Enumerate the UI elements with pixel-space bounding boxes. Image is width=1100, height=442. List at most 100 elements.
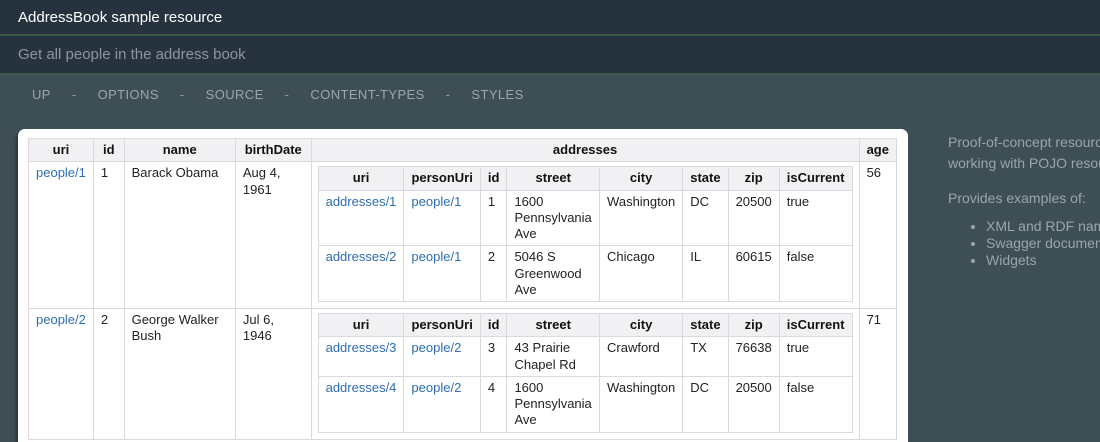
address-uri-link[interactable]: addresses/1	[325, 193, 397, 209]
nav-separator: -	[71, 87, 77, 102]
description-line: working with POJO resources	[948, 155, 1100, 171]
address-zip-cell: 76638	[727, 336, 780, 377]
people-header-row: uri id name birthDate addresses age	[28, 137, 898, 163]
col-header-id: id	[92, 137, 125, 163]
person-row: people/1 1 Barack Obama Aug 4, 1961	[28, 161, 898, 309]
person-addresses-cell: uri personUri id street city state zip i…	[310, 161, 860, 309]
addr-col-header-street: street	[506, 166, 601, 191]
person-age-cell: 71	[858, 308, 898, 440]
address-state-cell: TX	[682, 336, 729, 377]
addr-col-header-city: city	[599, 166, 684, 191]
resource-description: Proof-of-concept resource working with P…	[948, 132, 1100, 270]
address-iscurrent-cell: false	[778, 375, 853, 433]
address-id-cell: 2	[479, 245, 508, 302]
person-birthdate-cell: Aug 4, 1961	[234, 161, 312, 309]
address-city-cell: Crawford	[599, 336, 684, 377]
addr-col-header-personuri: personUri	[403, 166, 481, 191]
address-city-cell: Washington	[599, 189, 684, 247]
address-id-cell: 3	[479, 336, 508, 377]
person-id-cell: 1	[92, 161, 125, 309]
nav-link-up[interactable]: UP	[32, 87, 51, 102]
address-personuri-cell: people/2	[403, 336, 481, 377]
address-row: addresses/2 people/1 2 5046 S Greenwood …	[317, 245, 853, 302]
address-street-cell: 5046 S Greenwood Ave	[506, 245, 601, 302]
address-id-cell: 1	[479, 189, 508, 247]
address-state-cell: IL	[682, 245, 729, 302]
address-city-cell: Chicago	[599, 245, 684, 302]
person-uri-cell: people/2	[28, 308, 94, 440]
addresses-header-row: uri personUri id street city state zip i…	[317, 312, 853, 338]
page-body: UP - OPTIONS - SOURCE - CONTENT-TYPES - …	[0, 75, 1100, 442]
address-row: addresses/4 people/2 4 1600 Pennsylvania…	[317, 375, 853, 433]
addr-col-header-iscurrent: isCurrent	[778, 166, 853, 191]
addr-col-header-id: id	[479, 166, 508, 191]
nav-separator: -	[284, 87, 290, 102]
person-age-cell: 56	[858, 161, 898, 309]
address-uri-cell: addresses/4	[317, 375, 405, 433]
address-iscurrent-cell: true	[778, 336, 853, 377]
address-personuri-cell: people/1	[403, 245, 481, 302]
addr-col-header-state: state	[682, 166, 729, 191]
addresses-table: uri personUri id street city state zip i…	[317, 166, 853, 302]
address-row: addresses/3 people/2 3 43 Prairie Chapel…	[317, 336, 853, 377]
address-uri-cell: addresses/3	[317, 336, 405, 377]
result-card: uri id name birthDate addresses age peop…	[18, 129, 908, 442]
col-header-uri: uri	[28, 137, 94, 163]
address-personuri-link[interactable]: people/1	[411, 193, 462, 209]
address-uri-cell: addresses/2	[317, 245, 405, 302]
person-birthdate-cell: Jul 6, 1946	[234, 308, 312, 440]
address-personuri-link[interactable]: people/2	[411, 379, 462, 395]
description-line: Proof-of-concept resource	[948, 134, 1100, 150]
nav-separator: -	[179, 87, 185, 102]
address-state-cell: DC	[682, 375, 729, 433]
example-item: Widgets	[986, 252, 1100, 269]
address-state-cell: DC	[682, 189, 729, 247]
nav-link-content-types[interactable]: CONTENT-TYPES	[310, 87, 425, 102]
address-zip-cell: 20500	[727, 189, 780, 247]
address-street-cell: 43 Prairie Chapel Rd	[506, 336, 601, 377]
person-uri-link[interactable]: people/1	[36, 165, 86, 181]
person-name-cell: Barack Obama	[123, 161, 236, 309]
addr-col-header-uri: uri	[317, 166, 405, 191]
examples-list: XML and RDF namespaces Swagger documenta…	[948, 218, 1100, 270]
address-city-cell: Washington	[599, 375, 684, 433]
address-street-cell: 1600 Pennsylvania Ave	[506, 375, 601, 433]
addr-col-header-city: city	[599, 312, 684, 338]
address-uri-link[interactable]: addresses/3	[325, 340, 397, 356]
address-personuri-link[interactable]: people/2	[411, 340, 462, 356]
col-header-age: age	[858, 137, 898, 163]
address-street-cell: 1600 Pennsylvania Ave	[506, 189, 601, 247]
person-addresses-cell: uri personUri id street city state zip i…	[310, 308, 860, 440]
addr-col-header-personuri: personUri	[403, 312, 481, 338]
address-personuri-cell: people/1	[403, 189, 481, 247]
address-personuri-link[interactable]: people/1	[411, 249, 462, 265]
addr-col-header-uri: uri	[317, 312, 405, 338]
addresses-header-row: uri personUri id street city state zip i…	[317, 166, 853, 191]
person-uri-cell: people/1	[28, 161, 94, 309]
addresses-table: uri personUri id street city state zip i…	[317, 312, 853, 433]
addr-col-header-state: state	[682, 312, 729, 338]
page-subtitle: Get all people in the address book	[18, 46, 246, 63]
nav-link-options[interactable]: OPTIONS	[97, 87, 159, 102]
addr-col-header-id: id	[479, 312, 508, 338]
person-row: people/2 2 George Walker Bush Jul 6, 194…	[28, 308, 898, 440]
address-iscurrent-cell: false	[778, 245, 853, 302]
nav-separator: -	[445, 87, 451, 102]
nav-link-source[interactable]: SOURCE	[205, 87, 264, 102]
address-zip-cell: 20500	[727, 375, 780, 433]
person-uri-link[interactable]: people/2	[36, 312, 86, 327]
col-header-birthdate: birthDate	[234, 137, 312, 163]
people-table: uri id name birthDate addresses age peop…	[28, 137, 898, 440]
address-uri-link[interactable]: addresses/2	[325, 249, 397, 265]
address-zip-cell: 60615	[727, 245, 780, 302]
addr-col-header-iscurrent: isCurrent	[778, 312, 853, 338]
address-uri-cell: addresses/1	[317, 189, 405, 247]
nav-link-styles[interactable]: STYLES	[471, 87, 524, 102]
addr-col-header-zip: zip	[727, 166, 780, 191]
example-item: XML and RDF namespaces	[986, 218, 1100, 235]
page-title: AddressBook sample resource	[18, 8, 223, 26]
resource-nav: UP - OPTIONS - SOURCE - CONTENT-TYPES - …	[32, 87, 524, 102]
address-uri-link[interactable]: addresses/4	[325, 379, 397, 395]
addr-col-header-zip: zip	[727, 312, 780, 338]
examples-heading: Provides examples of:	[948, 190, 1086, 206]
